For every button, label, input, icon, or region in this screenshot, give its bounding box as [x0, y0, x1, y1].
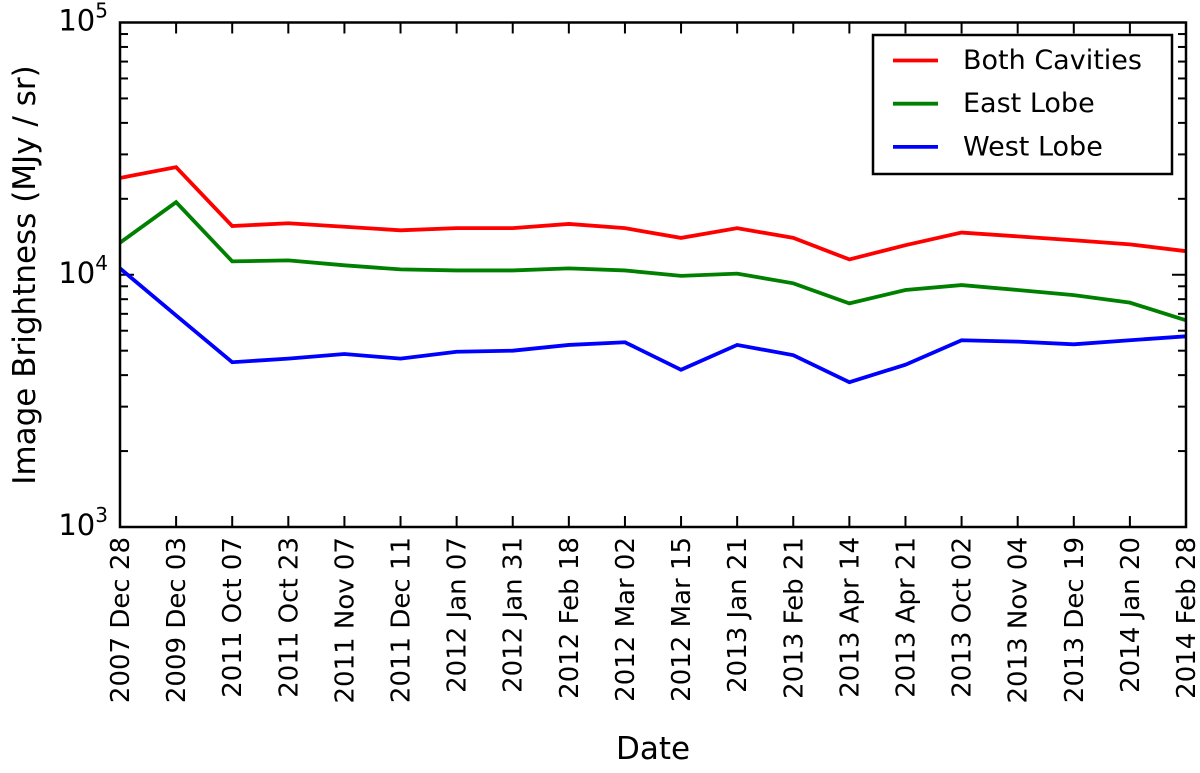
x-tick-label: 2011 Dec 11 — [387, 537, 417, 703]
y-axis-title: Image Brightness (MJy / sr) — [7, 65, 43, 485]
x-tick-label: 2012 Jan 07 — [443, 537, 473, 693]
x-tick-label: 2012 Jan 31 — [499, 537, 529, 693]
legend: Both Cavities East Lobe West Lobe — [871, 33, 1174, 176]
legend-entry-label: East Lobe — [963, 88, 1095, 119]
x-tick-label: 2014 Feb 28 — [1172, 537, 1200, 699]
y-tick-label: 103 — [58, 503, 108, 542]
y-tick-label: 105 — [58, 0, 108, 38]
series-line-west-lobe — [118, 266, 1187, 385]
x-tick-label: 2013 Apr 14 — [835, 537, 865, 698]
x-tick-label: 2013 Nov 04 — [1004, 537, 1034, 704]
x-tick-label: 2012 Feb 18 — [555, 537, 585, 699]
x-tick-label: 2012 Mar 15 — [667, 537, 697, 702]
plot-border — [118, 21, 1188, 529]
legend-entry-label: West Lobe — [963, 131, 1103, 162]
x-tick-label: 2014 Jan 20 — [1116, 537, 1146, 693]
x-axis-title: Date — [615, 731, 691, 767]
x-tick-label: 2013 Dec 19 — [1060, 537, 1090, 703]
legend-entry-label: Both Cavities — [963, 45, 1142, 76]
x-tick-label: 2011 Oct 23 — [274, 537, 304, 698]
series-line-both-cavities — [119, 165, 1187, 262]
x-tick-label: 2013 Feb 21 — [779, 537, 809, 699]
x-tick-label: 2012 Mar 02 — [611, 537, 641, 702]
y-tick-label: 104 — [58, 251, 108, 290]
x-tick-label: 2009 Dec 03 — [162, 537, 192, 703]
x-tick-label: 2013 Jan 21 — [723, 537, 753, 693]
x-tick-label: 2011 Oct 07 — [218, 537, 248, 698]
x-tick-label: 2007 Dec 28 — [106, 537, 136, 703]
x-tick-label: 2013 Oct 02 — [948, 537, 978, 698]
x-tick-label: 2013 Apr 21 — [891, 537, 921, 698]
x-tick-label: 2011 Nov 07 — [330, 537, 360, 704]
series-line-east-lobe — [118, 199, 1187, 323]
